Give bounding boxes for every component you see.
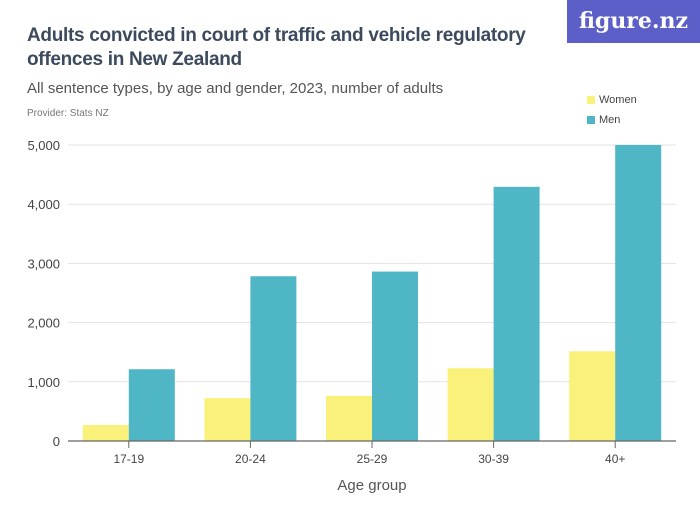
bar-men — [128, 369, 175, 441]
figure-nz-logo[interactable]: figure.nz — [567, 0, 700, 43]
x-tick-label: 17-19 — [113, 452, 144, 466]
x-tick-label: 25-29 — [357, 452, 388, 466]
y-tick-label: 3,000 — [27, 256, 60, 271]
legend-swatch-men — [587, 116, 595, 125]
legend-item-men: Men — [587, 114, 620, 126]
y-tick-label: 0 — [53, 434, 60, 449]
bar-men — [250, 276, 297, 441]
x-tick-label: 20-24 — [235, 452, 266, 466]
x-tick-label: 30-39 — [478, 452, 509, 466]
bar-men — [493, 186, 540, 441]
y-tick-label: 4,000 — [27, 197, 60, 212]
bar-women — [447, 368, 494, 441]
legend-swatch-women — [587, 96, 595, 105]
chart-title: Adults convicted in court of traffic and… — [27, 25, 526, 70]
bar-men — [372, 271, 418, 441]
bar-women — [326, 395, 372, 441]
bar-men — [615, 145, 662, 441]
legend-label-men: Men — [599, 114, 621, 126]
bar-women — [82, 425, 129, 441]
y-tick-label: 5,000 — [27, 138, 60, 153]
x-axis-label: Age group — [337, 477, 406, 494]
y-tick-label: 2,000 — [27, 316, 60, 331]
legend-label-women: Women — [599, 94, 637, 106]
bar-women — [204, 398, 251, 441]
bar-women — [569, 351, 616, 441]
legend-item-women: Women — [587, 94, 637, 106]
chart-subtitle: All sentence types, by age and gender, 2… — [27, 80, 444, 97]
provider-label: Provider: Stats NZ — [27, 108, 109, 119]
x-tick-label: 40+ — [605, 452, 625, 466]
y-tick-label: 1,000 — [27, 375, 60, 390]
